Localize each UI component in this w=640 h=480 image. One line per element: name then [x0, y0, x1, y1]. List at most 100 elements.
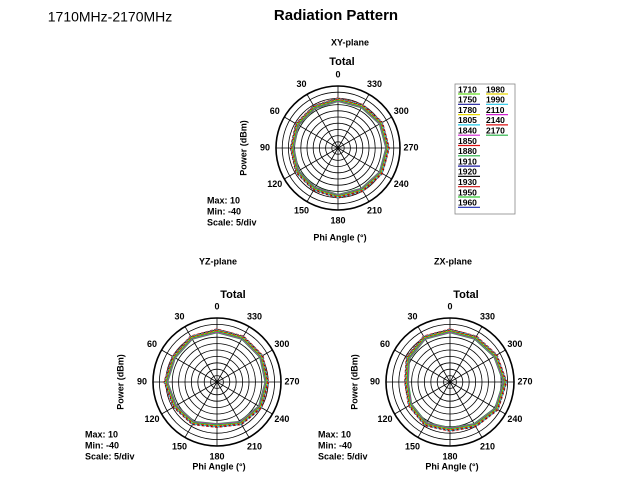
pattern-trace — [407, 331, 505, 429]
angle-label: 240 — [274, 414, 289, 424]
pattern-trace — [165, 330, 267, 426]
spoke — [161, 349, 218, 383]
spoke — [216, 349, 273, 383]
legend-label: 1960 — [458, 198, 477, 208]
spoke — [394, 381, 451, 415]
scale-note: Scale: 5/div — [207, 217, 257, 227]
scale-note: Max: 10 — [207, 195, 240, 205]
y-axis-label: Power (dBm) — [349, 354, 359, 410]
scale-note: Max: 10 — [318, 429, 351, 439]
pattern-trace — [290, 97, 390, 199]
spoke — [417, 381, 451, 438]
angle-label: 270 — [284, 376, 299, 386]
pattern-trace — [290, 98, 389, 198]
angle-label: 90 — [260, 142, 270, 152]
legend-label: 1850 — [458, 136, 477, 146]
spoke — [216, 381, 273, 415]
y-axis-label: Power (dBm) — [238, 120, 248, 176]
angle-label: 300 — [394, 106, 409, 116]
spoke — [284, 116, 339, 149]
angle-label: 270 — [403, 142, 418, 152]
spoke — [306, 94, 339, 149]
pattern-trace — [405, 329, 507, 431]
pattern-trace — [404, 328, 508, 432]
angle-label: 90 — [370, 376, 380, 386]
spoke — [216, 326, 250, 383]
spoke — [284, 147, 339, 180]
angle-label: 60 — [270, 106, 280, 116]
plane-label: ZX-plane — [434, 256, 472, 266]
scale-note: Min: -40 — [318, 440, 352, 450]
legend-label: 2140 — [486, 115, 505, 125]
x-axis-label: Phi Angle (°) — [192, 461, 245, 471]
angle-label: 300 — [507, 339, 522, 349]
scale-note: Scale: 5/div — [318, 451, 368, 461]
pattern-trace — [165, 330, 268, 427]
angle-label: 0 — [447, 301, 452, 311]
angle-label: 120 — [378, 414, 393, 424]
legend-label: 1920 — [458, 167, 477, 177]
legend-label: 1780 — [458, 105, 477, 115]
pattern-trace — [166, 331, 267, 425]
chart-title: Total — [329, 56, 354, 68]
pattern-trace — [292, 100, 387, 196]
angle-label: 330 — [480, 311, 495, 321]
pattern-trace — [163, 329, 269, 428]
scale-note: Max: 10 — [85, 429, 118, 439]
legend-label: 1840 — [458, 125, 477, 135]
angle-label: 300 — [274, 339, 289, 349]
plane-label: YZ-plane — [199, 256, 237, 266]
legend-label: 1930 — [458, 177, 477, 187]
angle-label: 30 — [174, 311, 184, 321]
pattern-trace — [164, 329, 269, 427]
legend-label: 1990 — [486, 95, 505, 105]
pattern-trace — [406, 330, 505, 430]
legend-label: 1950 — [458, 187, 477, 197]
angle-label: 30 — [296, 79, 306, 89]
spoke — [449, 381, 483, 438]
angle-label: 330 — [247, 311, 262, 321]
plane-label: XY-plane — [331, 37, 369, 47]
angle-label: 0 — [214, 301, 219, 311]
spoke — [216, 381, 250, 438]
angle-label: 240 — [507, 414, 522, 424]
legend-label: 1805 — [458, 115, 477, 125]
spoke — [337, 94, 370, 149]
scale-note: Scale: 5/div — [85, 451, 135, 461]
chart-title: Total — [453, 289, 478, 301]
angle-label: 180 — [442, 451, 457, 461]
angle-label: 180 — [330, 215, 345, 225]
angle-label: 150 — [405, 441, 420, 451]
pattern-trace — [293, 100, 387, 196]
angle-label: 150 — [294, 206, 309, 216]
spoke — [449, 326, 483, 383]
pattern-trace — [163, 328, 270, 428]
angle-label: 210 — [480, 441, 495, 451]
legend-label: 2110 — [486, 105, 505, 115]
pattern-trace — [405, 330, 506, 430]
legend-label: 1980 — [486, 84, 505, 94]
scale-note: Min: -40 — [207, 206, 241, 216]
legend-label: 1710 — [458, 84, 477, 94]
legend-label: 1750 — [458, 95, 477, 105]
spoke — [337, 147, 370, 202]
spoke — [394, 349, 451, 383]
angle-label: 0 — [335, 69, 340, 79]
angle-label: 210 — [367, 206, 382, 216]
pattern-trace — [289, 97, 390, 199]
angle-label: 60 — [380, 339, 390, 349]
angle-label: 30 — [407, 311, 417, 321]
spoke — [184, 381, 218, 438]
chart-title: Total — [220, 289, 245, 301]
x-axis-label: Phi Angle (°) — [313, 232, 366, 242]
legend-box — [454, 83, 516, 215]
legend-label: 1880 — [458, 146, 477, 156]
band-label: 1710MHz-2170MHz — [48, 9, 173, 25]
angle-label: 180 — [209, 451, 224, 461]
angle-label: 330 — [367, 79, 382, 89]
pattern-trace — [291, 99, 389, 197]
angle-label: 210 — [247, 441, 262, 451]
pattern-trace — [404, 329, 507, 432]
angle-label: 270 — [517, 376, 532, 386]
